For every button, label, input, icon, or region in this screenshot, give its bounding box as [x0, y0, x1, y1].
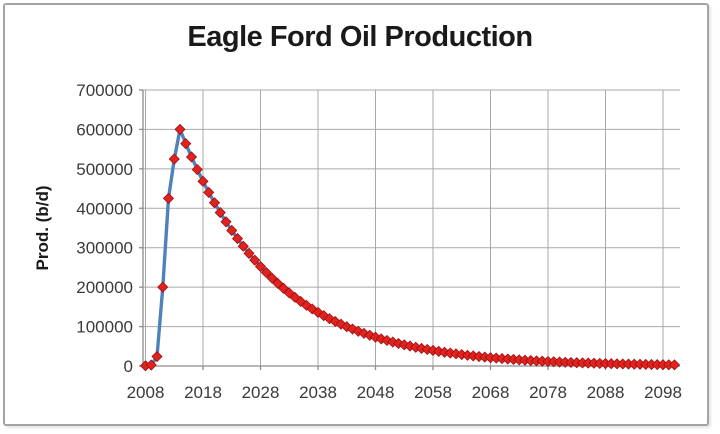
data-point-marker [174, 123, 186, 135]
x-tick-label: 2048 [357, 383, 395, 402]
x-tick-label: 2068 [472, 383, 510, 402]
y-tick-label: 400000 [76, 199, 133, 218]
data-point-marker [237, 240, 249, 252]
series-markers [139, 123, 681, 372]
y-axis-tick-labels: 0 100000 200000 300000 400000 500000 600000 700… [76, 81, 133, 376]
y-tick-label: 300000 [76, 239, 133, 258]
data-point-marker [249, 254, 261, 266]
data-point-marker [191, 163, 203, 176]
data-point-marker [214, 207, 226, 219]
data-point-marker [300, 299, 313, 311]
data-point-marker [289, 291, 301, 303]
data-point-marker [243, 247, 255, 259]
data-point-marker [180, 138, 192, 150]
data-point-marker [266, 272, 278, 284]
chart-title: Eagle Ford Oil Production [187, 21, 533, 53]
data-point-marker [254, 260, 267, 273]
x-tick-label: 2088 [587, 383, 625, 402]
data-point-marker [277, 282, 290, 294]
gridlines [143, 89, 680, 366]
data-point-marker [162, 192, 175, 204]
y-tick-label: 600000 [76, 120, 133, 139]
data-point-marker [168, 153, 180, 165]
y-tick-label: 200000 [76, 278, 133, 297]
data-point-marker [381, 334, 393, 347]
y-tick-label: 0 [124, 357, 133, 376]
x-tick-label: 2038 [299, 383, 337, 402]
x-tick-label: 2058 [414, 383, 452, 402]
x-axis-tick-labels: 2008 2018 2028 2038 2048 2058 2068 2078 2088 2098 [127, 383, 682, 402]
data-point-marker [185, 151, 198, 163]
data-point-marker [145, 359, 157, 371]
data-point-marker [151, 350, 163, 363]
data-point-marker [312, 306, 324, 318]
data-point-marker [295, 295, 307, 308]
x-tick-label: 2018 [184, 383, 222, 402]
x-tick-label: 2008 [127, 383, 165, 402]
y-tick-label: 100000 [76, 318, 133, 337]
data-point-marker [341, 321, 353, 333]
data-point-marker [318, 310, 330, 322]
data-point-marker [157, 281, 169, 293]
x-tick-label: 2078 [529, 383, 567, 402]
data-point-marker [197, 175, 209, 187]
data-point-marker [260, 266, 272, 279]
data-point-marker [272, 277, 284, 289]
axes [139, 89, 680, 370]
data-point-marker [231, 233, 244, 245]
data-point-marker [208, 197, 221, 209]
y-tick-label: 500000 [76, 160, 133, 179]
data-point-marker [203, 186, 215, 198]
x-tick-label: 2028 [242, 383, 280, 402]
data-point-marker [220, 216, 232, 228]
data-point-marker [226, 224, 238, 237]
x-tick-label: 2098 [644, 383, 682, 402]
data-point-marker [668, 359, 681, 371]
y-tick-label: 700000 [76, 81, 133, 100]
